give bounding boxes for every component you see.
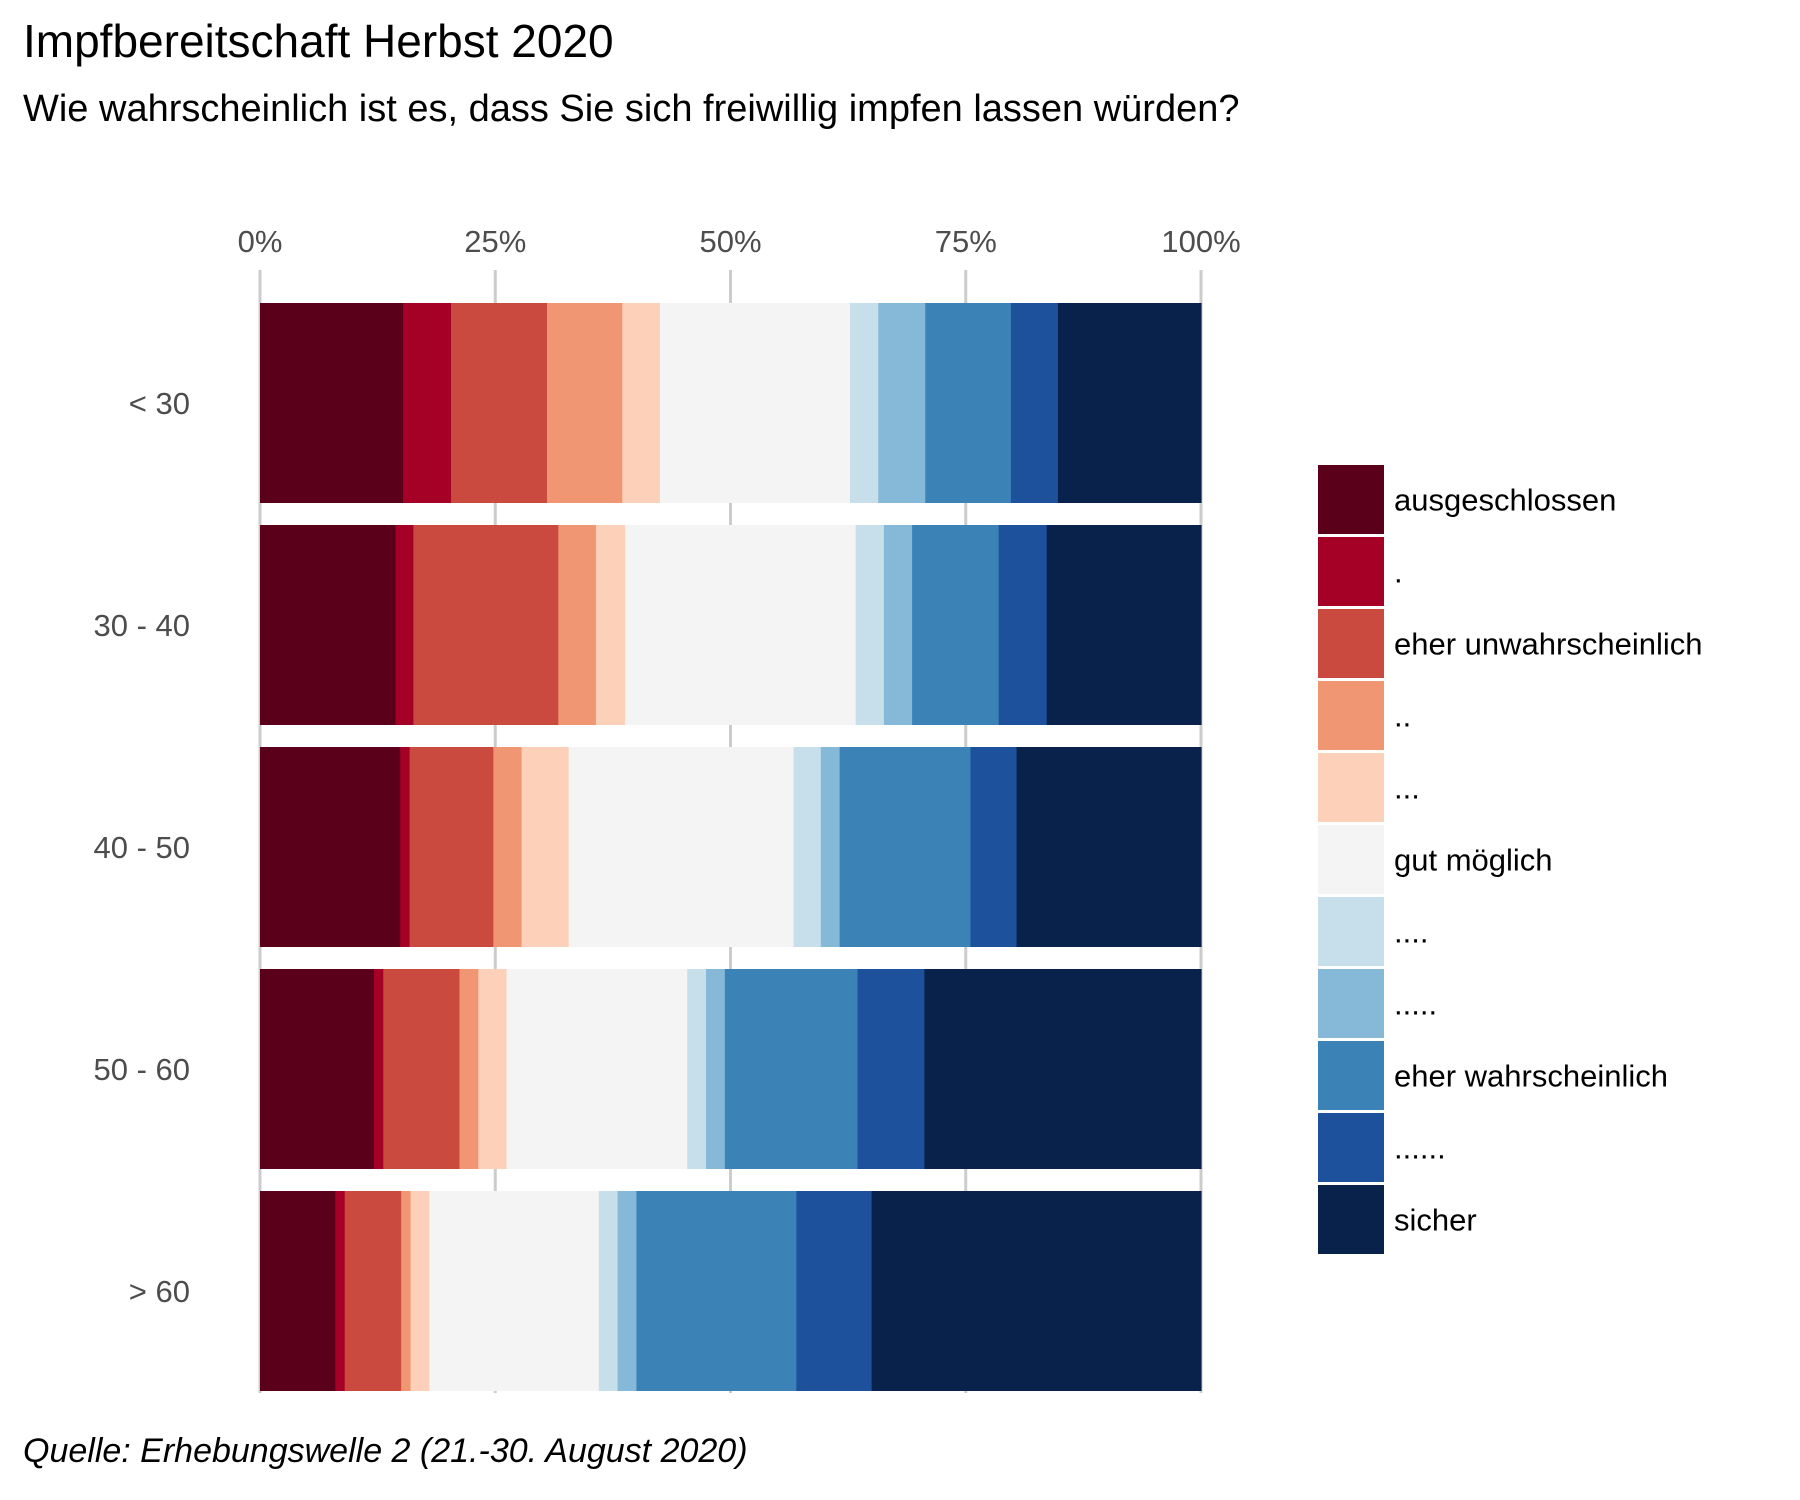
bar-segment <box>547 303 623 503</box>
y-tick-label: 30 - 40 <box>93 608 190 643</box>
bar-segment <box>401 1191 412 1391</box>
bar-segment <box>459 969 479 1169</box>
legend-label: eher wahrscheinlich <box>1394 1059 1668 1094</box>
source-caption: Quelle: Erhebungswelle 2 (21.-30. August… <box>23 1432 748 1470</box>
legend-swatch <box>1318 609 1384 678</box>
legend-label: eher unwahrscheinlich <box>1394 627 1702 662</box>
legend-swatch <box>1318 1185 1384 1254</box>
bar-segment <box>335 1191 346 1391</box>
bar-segment <box>998 525 1048 725</box>
bar-segment <box>260 747 401 947</box>
legend-swatch <box>1318 1041 1384 1110</box>
bar-segment <box>636 1191 797 1391</box>
legend-label: .. <box>1394 699 1411 734</box>
x-tick-label: 25% <box>464 224 526 259</box>
legend-label: .... <box>1394 915 1428 950</box>
legend: ausgeschlossen. eher unwahrscheinlich....… <box>1318 465 1702 1254</box>
bar-segment <box>344 1191 402 1391</box>
y-tick-label: < 30 <box>129 386 190 421</box>
bar-segment <box>625 525 857 725</box>
bar-segment <box>1010 303 1059 503</box>
bar-segment <box>820 747 841 947</box>
legend-swatch <box>1318 681 1384 750</box>
bar-segment <box>373 969 384 1169</box>
bar-segment <box>506 969 688 1169</box>
legend-swatch <box>1318 1113 1384 1182</box>
legend-swatch <box>1318 897 1384 966</box>
bar-segment <box>912 525 1000 725</box>
bar-segment <box>410 1191 430 1391</box>
legend-swatch <box>1318 825 1384 894</box>
bar-segment <box>1046 525 1202 725</box>
legend-label: ausgeschlossen <box>1394 483 1616 518</box>
bar-segment <box>451 303 548 503</box>
legend-label: ..... <box>1394 987 1437 1022</box>
legend-label: ...... <box>1394 1131 1446 1166</box>
legend-swatch <box>1318 465 1384 534</box>
bar-segment <box>413 525 559 725</box>
legend-swatch <box>1318 969 1384 1038</box>
bar-segment <box>687 969 707 1169</box>
x-tick-label: 50% <box>699 224 761 259</box>
x-tick-label: 100% <box>1161 224 1240 259</box>
bar-segment <box>706 969 726 1169</box>
bar-segment <box>622 303 661 503</box>
legend-swatch <box>1318 753 1384 822</box>
bar-segment <box>857 969 925 1169</box>
bar-segment <box>521 747 570 947</box>
chart-title: Impfbereitschaft Herbst 2020 <box>23 15 614 67</box>
bar-segment <box>796 1191 873 1391</box>
bar-segment <box>395 525 414 725</box>
y-tick-label: > 60 <box>129 1274 190 1309</box>
bar-segment <box>883 525 913 725</box>
bar-segment <box>383 969 461 1169</box>
bar-segment <box>839 747 972 947</box>
legend-label: ... <box>1394 771 1420 806</box>
bar-segment <box>558 525 597 725</box>
legend-label: gut möglich <box>1394 843 1553 878</box>
bar-segment <box>260 525 397 725</box>
bar-segment <box>493 747 523 947</box>
bar-segment <box>595 525 626 725</box>
bar-segment <box>659 303 851 503</box>
bar-segment <box>403 303 452 503</box>
bar-segment <box>429 1191 600 1391</box>
bar-segment <box>970 747 1018 947</box>
axis-ticks: 0% 25% 50% 75% 100% < 30 30 - 40 40 - 50 50 - 60… <box>93 224 1240 1309</box>
bar-segment <box>400 747 411 947</box>
bar-segment <box>478 969 508 1169</box>
bar-segment <box>924 969 1202 1169</box>
bar-segment <box>260 969 375 1169</box>
bar-segment <box>1057 303 1202 503</box>
bar-segment <box>617 1191 637 1391</box>
bar-segment <box>724 969 859 1169</box>
bar-segment <box>598 1191 619 1391</box>
y-tick-label: 50 - 60 <box>93 1052 190 1087</box>
bar-segment <box>260 1191 336 1391</box>
bar-segment <box>260 303 404 503</box>
bar-segment <box>568 747 795 947</box>
bar-segment <box>855 525 885 725</box>
bar-segment <box>871 1191 1202 1391</box>
bar-segment <box>850 303 879 503</box>
bar-segment <box>1016 747 1202 947</box>
bar-segment <box>793 747 822 947</box>
chart-subtitle: Wie wahrscheinlich ist es, dass Sie sich… <box>23 88 1240 130</box>
bar-segment <box>409 747 494 947</box>
legend-label: sicher <box>1394 1203 1477 1238</box>
legend-label: . <box>1394 555 1403 590</box>
x-tick-label: 75% <box>935 224 997 259</box>
y-tick-label: 40 - 50 <box>93 830 190 865</box>
bars <box>260 303 1202 1391</box>
bar-segment <box>925 303 1012 503</box>
legend-swatch <box>1318 537 1384 606</box>
bar-segment <box>878 303 926 503</box>
x-tick-label: 0% <box>238 224 283 259</box>
